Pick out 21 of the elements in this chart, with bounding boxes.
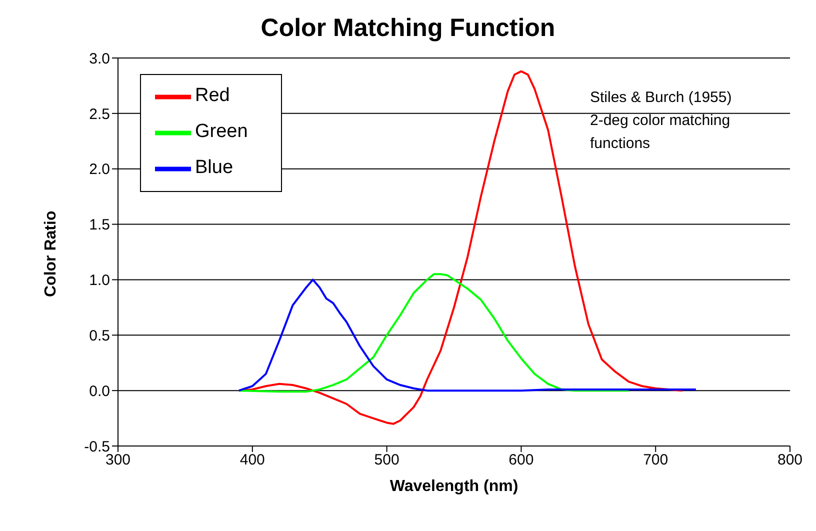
line-series — [238, 273, 630, 393]
y-tick-label: 1.0 — [89, 272, 110, 290]
x-tick-label: 600 — [508, 452, 534, 469]
y-tick-label: 0.5 — [89, 327, 110, 344]
x-tick-label: 400 — [240, 452, 265, 469]
y-tick-label: 2.5 — [89, 106, 110, 123]
y-tick-label: 0.0 — [89, 382, 110, 400]
legend-label: Green — [195, 121, 248, 142]
y-tick-label: 2.0 — [89, 161, 110, 178]
annotation: Stiles & Burch (1955) 2-deg color matching functions — [590, 88, 733, 154]
legend-label: Blue — [195, 157, 234, 178]
line-series — [238, 278, 697, 392]
legend-label: Red — [195, 85, 230, 106]
y-tick-label: 1.5 — [89, 216, 110, 234]
y-tick-label: 3.0 — [89, 50, 110, 68]
y-axis-title: Color Ratio — [42, 210, 60, 297]
x-axis-title: Wavelength (nm) — [390, 478, 518, 495]
x-tick-label: 500 — [374, 452, 400, 469]
chart-title: Color Matching Function — [260, 14, 556, 43]
x-tick-label: 800 — [777, 452, 803, 469]
x-tick-label: 700 — [643, 452, 668, 469]
